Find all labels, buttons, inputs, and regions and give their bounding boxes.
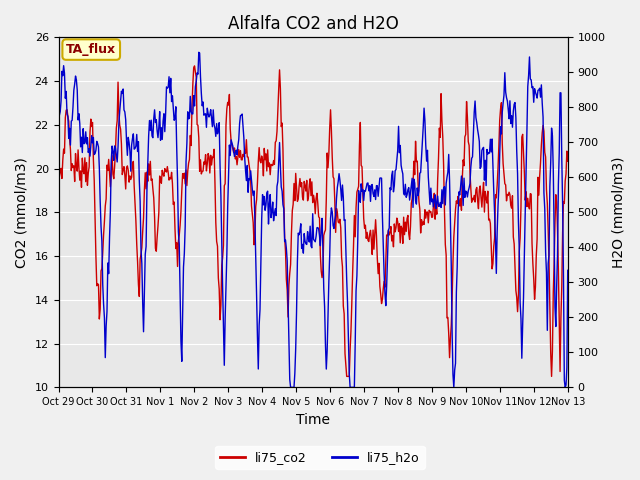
- li75_h2o: [396, 143, 404, 148]
- li75_h2o: [440, 185, 447, 191]
- li75_h2o: [186, 115, 193, 121]
- Title: Alfalfa CO2 and H2O: Alfalfa CO2 and H2O: [228, 15, 399, 33]
- li75_co2: [54, 156, 62, 161]
- li75_h2o: [54, 112, 62, 118]
- Line: li75_h2o: li75_h2o: [58, 52, 568, 387]
- Legend: li75_co2, li75_h2o: li75_co2, li75_h2o: [215, 446, 425, 469]
- li75_co2: [440, 163, 447, 168]
- li75_h2o: [145, 133, 152, 139]
- li75_h2o: [287, 384, 294, 390]
- li75_h2o: [564, 267, 572, 273]
- li75_h2o: [356, 199, 364, 205]
- li75_co2: [191, 63, 198, 69]
- Text: TA_flux: TA_flux: [66, 43, 116, 56]
- Y-axis label: CO2 (mmol/m3): CO2 (mmol/m3): [15, 157, 29, 268]
- X-axis label: Time: Time: [296, 413, 330, 427]
- li75_co2: [145, 161, 152, 167]
- Line: li75_co2: li75_co2: [58, 66, 568, 376]
- li75_co2: [356, 120, 364, 125]
- li75_co2: [186, 156, 193, 162]
- li75_co2: [396, 240, 404, 246]
- Y-axis label: H2O (mmol/m3): H2O (mmol/m3): [611, 156, 625, 268]
- li75_co2: [343, 373, 351, 379]
- li75_h2o: [195, 49, 203, 55]
- li75_co2: [286, 270, 294, 276]
- li75_h2o: [286, 376, 294, 382]
- li75_co2: [564, 158, 572, 164]
